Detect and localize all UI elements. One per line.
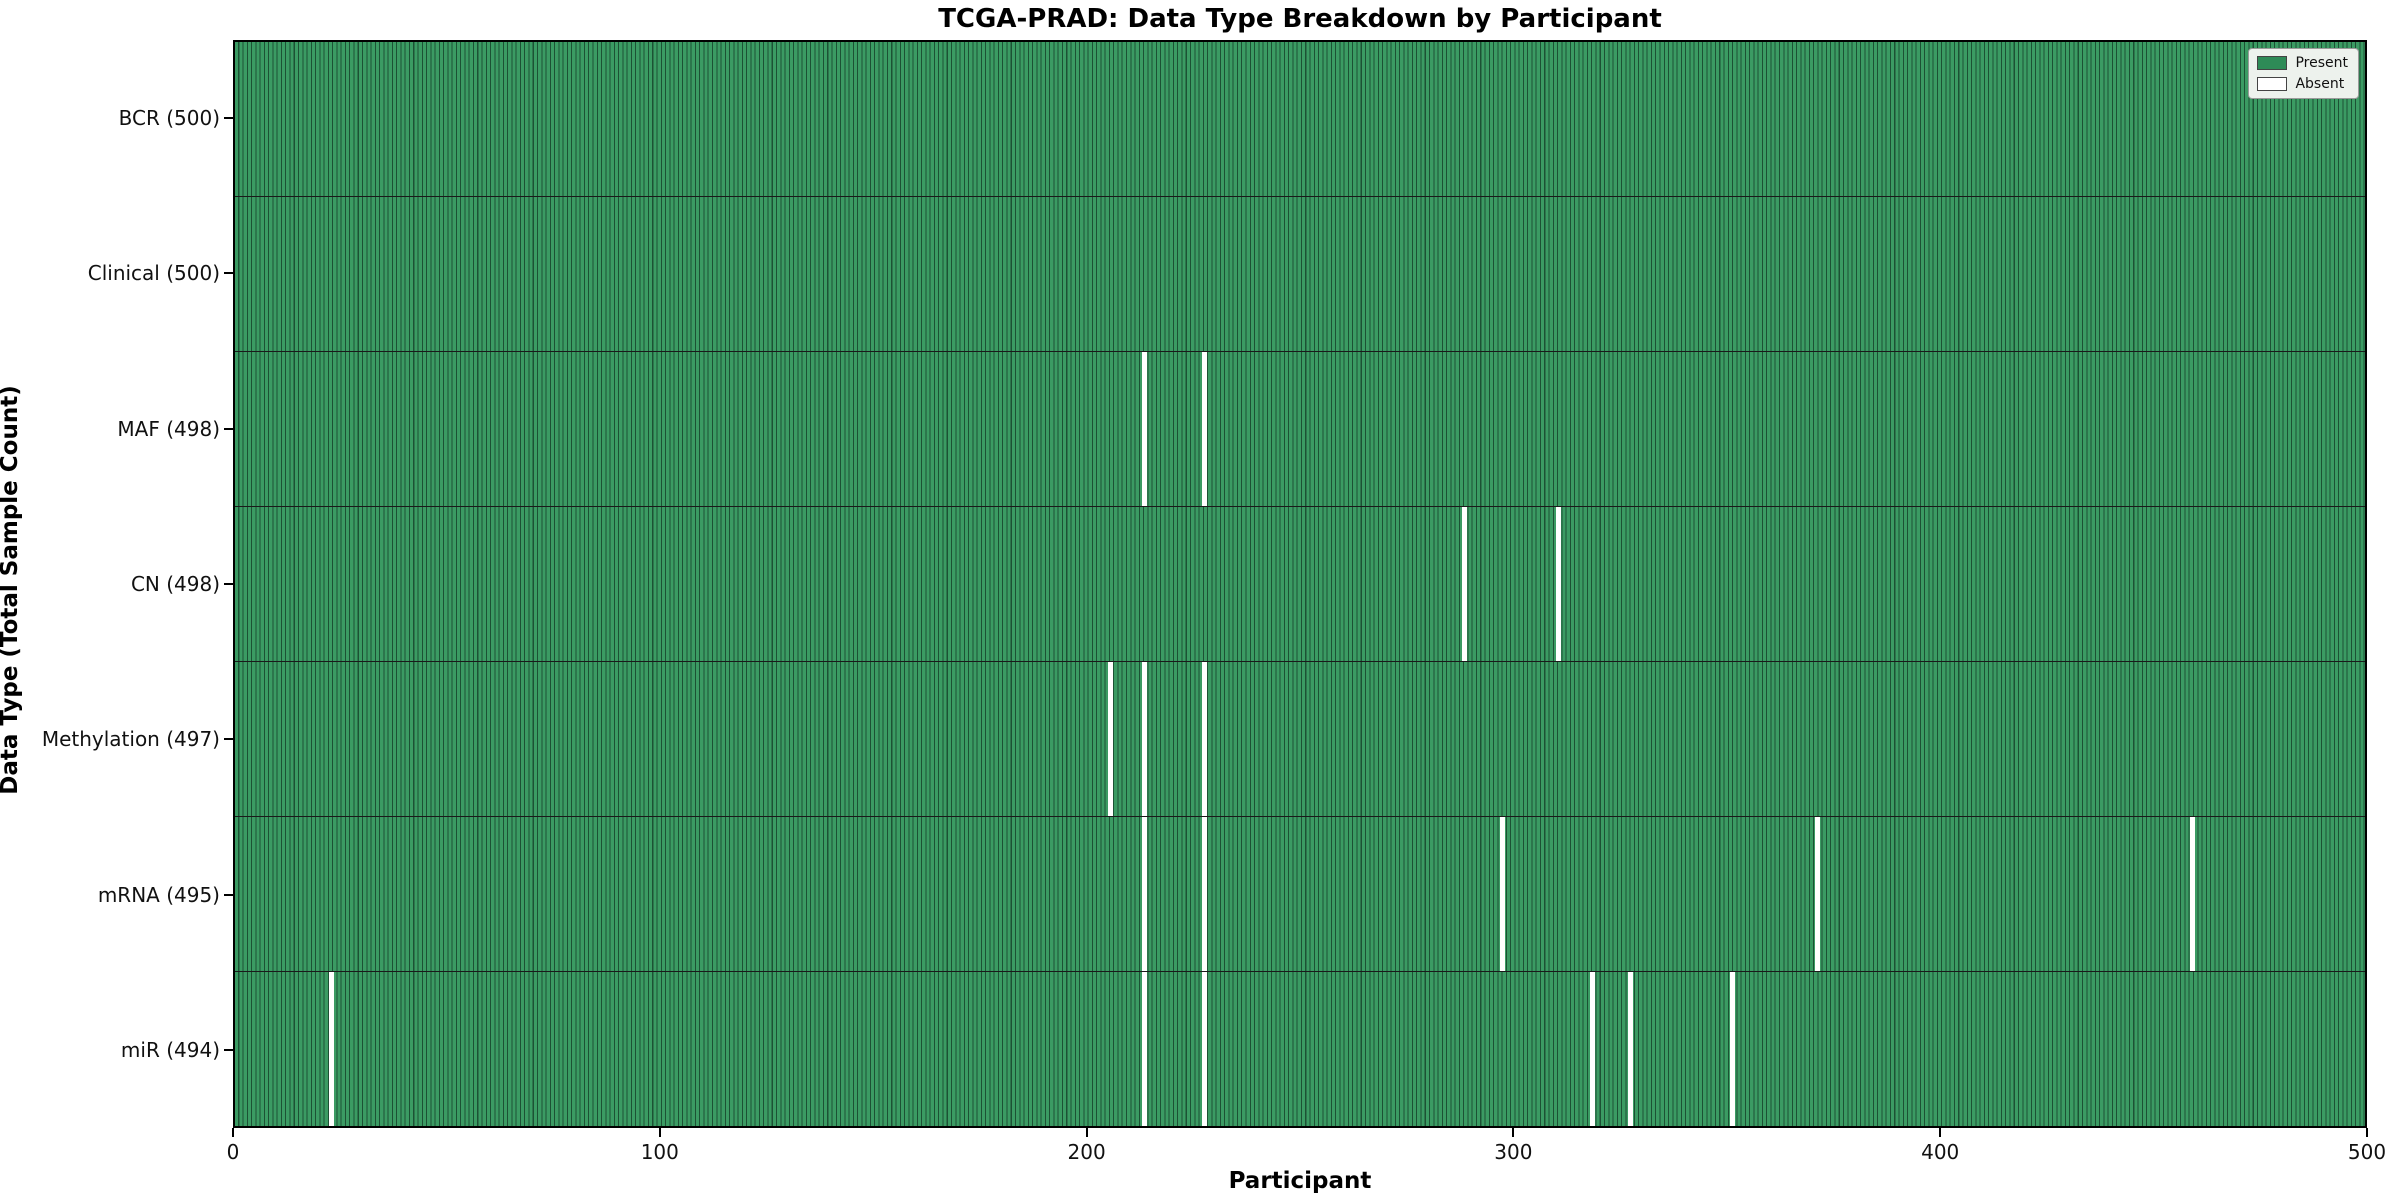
- y-tick-mark: [224, 427, 233, 430]
- present-swatch-icon: [2257, 56, 2288, 70]
- y-tick-label: Clinical (500): [87, 261, 220, 286]
- legend: Present Absent: [2248, 48, 2359, 99]
- x-tick-label: 500: [2347, 1140, 2387, 1164]
- legend-entry-present: Present: [2257, 55, 2348, 71]
- absent-gap: [1202, 972, 1208, 1126]
- absent-gap: [1202, 817, 1208, 971]
- legend-absent-label: Absent: [2295, 76, 2345, 92]
- absent-gap: [1142, 817, 1148, 971]
- legend-entry-absent: Absent: [2257, 76, 2348, 92]
- absent-swatch-icon: [2257, 77, 2288, 91]
- absent-gap: [1589, 972, 1595, 1126]
- legend-present-label: Present: [2295, 55, 2348, 71]
- absent-gap: [1142, 352, 1148, 506]
- x-tick-mark: [1085, 1128, 1088, 1137]
- heatmap-row-mRNA: [235, 817, 2365, 972]
- heatmap-row-Clinical: [235, 197, 2365, 352]
- absent-gap: [1142, 972, 1148, 1126]
- absent-gap: [1628, 972, 1634, 1126]
- figure-title: TCGA-PRAD: Data Type Breakdown by Partic…: [938, 4, 1662, 34]
- plot-area: [233, 40, 2367, 1128]
- x-tick-label: 400: [1921, 1140, 1960, 1164]
- x-tick-mark: [1512, 1128, 1515, 1137]
- y-tick-label: CN (498): [130, 572, 220, 596]
- y-tick-mark: [224, 583, 233, 585]
- x-tick-mark: [658, 1128, 661, 1137]
- absent-gap: [1202, 352, 1208, 506]
- x-axis-title: Participant: [1228, 1168, 1372, 1194]
- x-tick-label: 0: [226, 1140, 240, 1164]
- absent-gap: [2190, 817, 2196, 971]
- y-tick-mark: [224, 1049, 233, 1052]
- absent-gap: [1142, 662, 1148, 816]
- heatmap-row-miR: [235, 972, 2365, 1126]
- absent-gap: [1202, 662, 1208, 816]
- absent-gap: [1815, 817, 1821, 971]
- y-tick-mark: [224, 738, 233, 741]
- heatmap-row-Methylation: [235, 662, 2365, 817]
- absent-gap: [1730, 972, 1736, 1126]
- x-tick-mark: [2366, 1128, 2368, 1137]
- absent-gap: [328, 972, 334, 1126]
- y-tick-label: BCR (500): [118, 105, 220, 130]
- y-tick-mark: [224, 272, 233, 275]
- y-tick-label: Methylation (497): [41, 727, 220, 752]
- x-tick-label: 300: [1494, 1140, 1533, 1164]
- x-tick-mark: [232, 1128, 234, 1137]
- absent-gap: [1500, 817, 1506, 971]
- y-tick-mark: [224, 893, 233, 896]
- y-tick-label: mRNA (495): [97, 882, 220, 907]
- x-tick-label: 100: [640, 1140, 679, 1164]
- y-tick-mark: [224, 116, 233, 119]
- absent-gap: [1461, 507, 1467, 661]
- heatmap-row-BCR: [235, 42, 2365, 197]
- x-tick-mark: [1939, 1128, 1942, 1137]
- y-tick-label: MAF (498): [117, 416, 220, 441]
- heatmap-row-CN: [235, 507, 2365, 662]
- y-tick-label: miR (494): [120, 1038, 220, 1063]
- x-tick-label: 200: [1067, 1140, 1106, 1164]
- absent-gap: [1555, 507, 1561, 661]
- heatmap-row-MAF: [235, 352, 2365, 507]
- absent-gap: [1108, 662, 1114, 816]
